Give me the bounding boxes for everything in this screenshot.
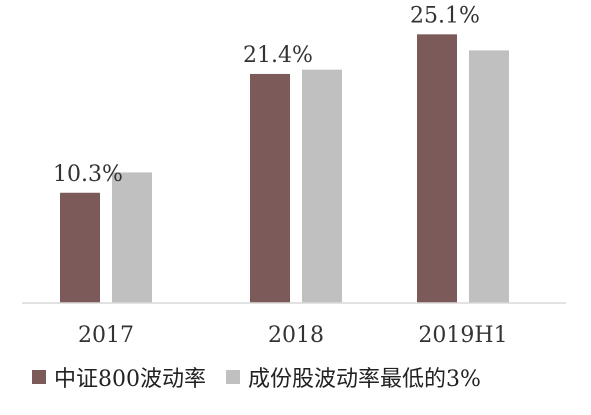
x-tick-labels-group: 2017 2018 2019H1	[78, 323, 508, 348]
bar-2017-series-2	[112, 172, 152, 303]
bars-group	[60, 34, 509, 304]
x-tick-label-2019H1: 2019H1	[418, 323, 507, 348]
legend-label-series-1: 中证800波动率	[54, 367, 206, 392]
legend-item-series-1: 中证800波动率	[32, 361, 206, 393]
bar-2017-series-1	[60, 192, 100, 303]
bar-2019H1-series-2	[469, 50, 509, 303]
legend-swatch-series-2	[226, 370, 240, 384]
data-label-2018: 21.4%	[243, 43, 313, 68]
bar-2018-series-1	[250, 73, 290, 304]
legend-swatch-series-1	[32, 370, 46, 384]
bar-2018-series-2	[302, 69, 342, 303]
legend: 中证800波动率 成份股波动率最低的3%	[32, 362, 501, 392]
legend-label-series-2: 成份股波动率最低的3%	[248, 367, 481, 392]
data-label-2019H1: 25.1%	[410, 3, 480, 28]
data-labels-group: 10.3% 21.4% 25.1%	[53, 3, 480, 186]
x-tick-label-2017: 2017	[78, 323, 134, 348]
data-label-2017: 10.3%	[53, 162, 123, 187]
legend-item-series-2: 成份股波动率最低的3%	[226, 361, 481, 393]
bar-2019H1-series-1	[417, 34, 457, 303]
x-tick-label-2018: 2018	[268, 323, 324, 348]
